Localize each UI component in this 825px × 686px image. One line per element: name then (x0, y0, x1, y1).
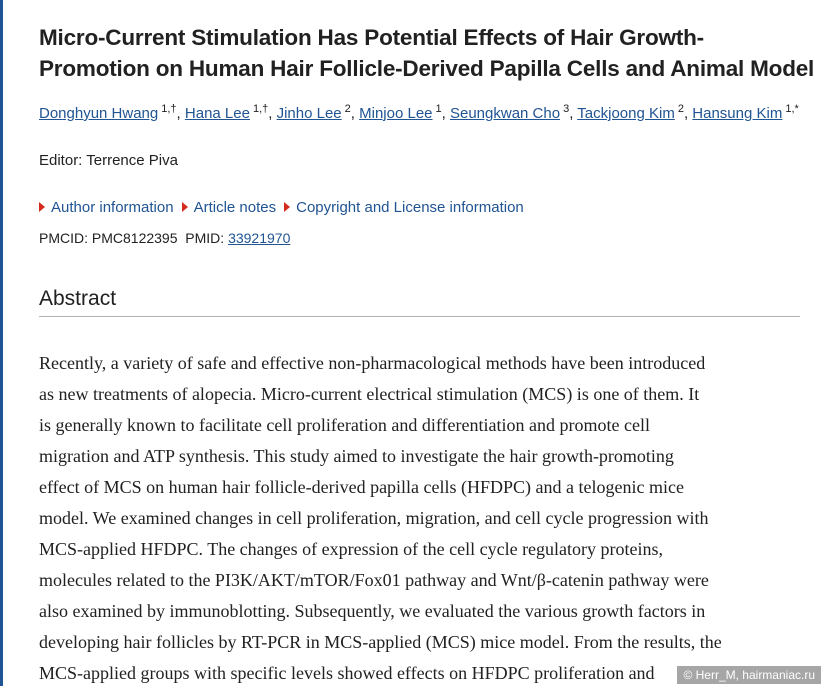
abstract-line: model. We examined changes in cell proli… (39, 508, 709, 528)
abstract-line: effect of MCS on human hair follicle-der… (39, 477, 684, 497)
affiliation: 2 (677, 103, 684, 115)
info-link[interactable]: Copyright and License information (284, 199, 524, 216)
info-links: Author information Article notes Copyright… (39, 199, 532, 216)
abstract-line: is generally known to facilitate cell pr… (39, 415, 650, 435)
affiliation: 2 (344, 103, 351, 115)
info-link[interactable]: Author information (39, 199, 174, 216)
abstract-line: MCS-applied HFDPC. The changes of expres… (39, 539, 664, 559)
affiliation: 1,† (252, 103, 269, 115)
pmcid: PMCID: PMC8122395 (39, 230, 178, 246)
author-link[interactable]: Seungkwan Cho (449, 105, 561, 122)
author: Hana Lee 1,† (184, 103, 277, 122)
author-link[interactable]: Jinho Lee (276, 105, 342, 122)
article-title: Micro-Current Stimulation Has Potential … (39, 22, 814, 84)
author-link[interactable]: Hana Lee (184, 105, 250, 122)
author: Donghyun Hwang 1,† (39, 103, 185, 122)
author: Minjoo Lee 1 (359, 103, 450, 122)
abstract-line: Recently, a variety of safe and effectiv… (39, 353, 706, 373)
author: Jinho Lee 2 (276, 103, 360, 122)
author-link[interactable]: Minjoo Lee (359, 105, 433, 122)
divider (39, 316, 800, 317)
abstract-heading: Abstract (39, 287, 117, 310)
affiliation: 1,* (785, 103, 799, 115)
affiliation: 1,† (161, 103, 177, 115)
affiliation: 1 (435, 103, 442, 115)
author-link[interactable]: Hansung Kim (692, 105, 783, 122)
abstract-line: migration and ATP synthesis. This study … (39, 446, 674, 466)
abstract-line: MCS-applied groups with specific levels … (39, 663, 655, 683)
abstract-line: molecules related to the PI3K/AKT/mTOR/F… (39, 570, 709, 590)
abstract-line: as new treatments of alopecia. Micro-cur… (39, 384, 700, 404)
info-link[interactable]: Article notes (182, 199, 277, 216)
abstract-text: Recently, a variety of safe and effectiv… (39, 348, 722, 686)
pmid-label: PMID: (185, 230, 225, 246)
left-border (0, 0, 3, 686)
author-link[interactable]: Tackjoong Kim (577, 105, 675, 122)
affiliation: 3 (563, 103, 570, 115)
abstract-line: also examined by immunoblotting. Subsequ… (39, 601, 706, 621)
title-line: Promotion on Human Hair Follicle-Derived… (39, 56, 815, 81)
watermark: © Herr_M, hairmaniac.ru (677, 666, 821, 684)
author: Seungkwan Cho 3 (449, 103, 577, 122)
title-line: Micro-Current Stimulation Has Potential … (39, 25, 704, 50)
author: Tackjoong Kim 2 (577, 103, 692, 122)
author: Hansung Kim 1,* (692, 103, 799, 122)
article-ids: PMCID: PMC8122395 PMID: 33921970 (39, 230, 290, 246)
author-link[interactable]: Donghyun Hwang (39, 105, 159, 122)
abstract-line: developing hair follicles by RT-PCR in M… (39, 632, 722, 652)
pmid-link[interactable]: 33921970 (228, 230, 291, 246)
editor: Editor: Terrence Piva (39, 152, 178, 169)
